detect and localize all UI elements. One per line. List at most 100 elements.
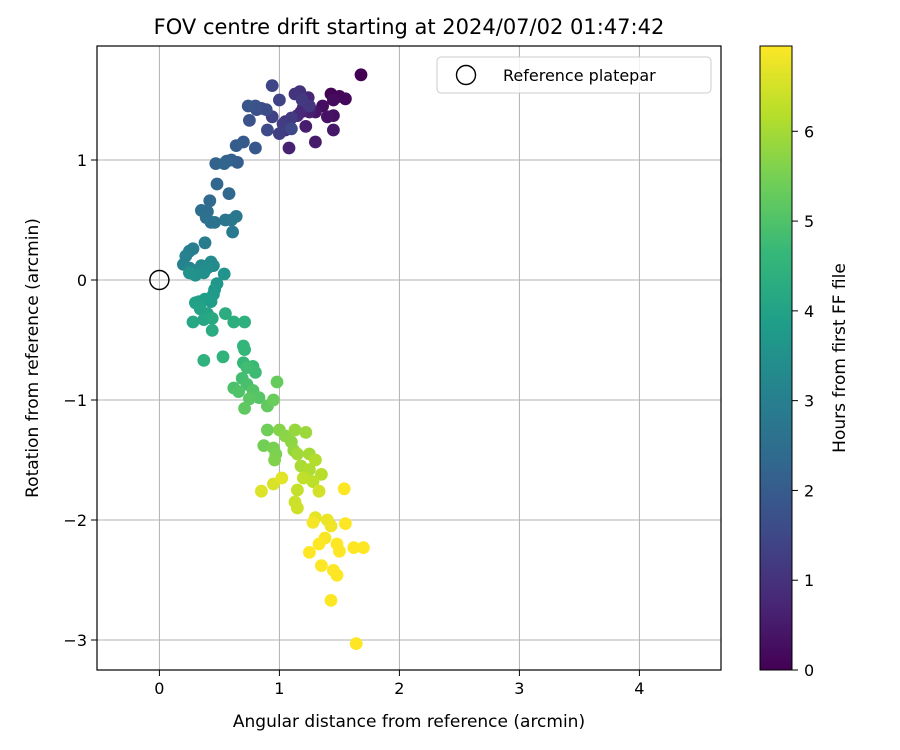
data-point <box>347 541 361 554</box>
data-point <box>252 391 266 404</box>
data-point <box>312 537 326 551</box>
data-point <box>268 453 281 467</box>
data-point <box>303 546 316 559</box>
data-point <box>324 519 338 533</box>
data-point <box>226 225 240 239</box>
data-point <box>261 123 274 137</box>
legend-marker-icon <box>455 64 477 86</box>
data-point <box>291 483 304 497</box>
data-point <box>339 92 352 106</box>
data-point <box>285 122 298 136</box>
data-point <box>327 123 340 137</box>
x-tick-label: 2 <box>394 679 404 698</box>
data-point <box>309 453 322 467</box>
colorbar-ticks: 0 1 2 3 4 5 6 <box>792 122 814 680</box>
x-tick-label: 4 <box>634 679 644 698</box>
data-point <box>265 79 279 92</box>
x-tick-label: 0 <box>154 679 164 698</box>
data-point <box>291 447 304 461</box>
data-point <box>232 385 246 398</box>
data-point <box>333 544 346 558</box>
data-point <box>238 402 252 415</box>
data-point <box>270 375 284 389</box>
data-point <box>198 236 212 250</box>
data-point <box>282 141 296 155</box>
data-point <box>324 594 338 607</box>
data-point <box>222 187 236 201</box>
y-tick-label: 0 <box>77 271 87 290</box>
data-point <box>339 517 352 530</box>
data-point <box>309 135 322 149</box>
data-point <box>273 127 286 140</box>
x-axis-ticks: 0 1 2 3 4 <box>154 670 644 698</box>
colorbar-tick-label: 2 <box>804 481 814 500</box>
data-point <box>267 393 280 407</box>
data-point <box>299 426 313 439</box>
data-point <box>208 216 222 229</box>
y-tick-label: −3 <box>63 631 87 650</box>
data-point <box>217 267 231 281</box>
data-point <box>255 484 268 498</box>
data-point <box>249 141 262 155</box>
x-tick-label: 3 <box>514 679 524 698</box>
data-point <box>210 177 224 191</box>
data-point <box>273 93 286 107</box>
data-point <box>330 568 344 582</box>
colorbar-tick-label: 6 <box>804 122 814 141</box>
data-point <box>197 354 211 367</box>
y-axis-ticks: 1 0 −1 −2 −3 <box>63 151 97 650</box>
y-tick-label: −1 <box>63 391 87 410</box>
data-point <box>238 343 252 356</box>
reference-marker-group <box>149 269 170 291</box>
data-point <box>306 475 320 488</box>
data-point <box>261 423 274 437</box>
legend: Reference platepar <box>436 56 712 94</box>
x-axis-label: Angular distance from reference (arcmin) <box>233 712 585 732</box>
data-point <box>186 315 200 329</box>
reference-platepar-marker <box>149 269 170 291</box>
data-point <box>259 103 273 116</box>
colorbar-tick-label: 0 <box>804 661 814 680</box>
y-tick-label: 1 <box>77 151 87 170</box>
data-point <box>243 392 256 406</box>
colorbar-tick-label: 5 <box>804 212 814 231</box>
data-point <box>238 315 252 329</box>
data-point <box>354 68 368 82</box>
data-point <box>315 559 328 572</box>
data-point <box>227 315 241 329</box>
data-points <box>177 68 370 650</box>
data-point <box>203 194 217 208</box>
chart-title: FOV centre drift starting at 2024/07/02 … <box>154 15 665 39</box>
data-point <box>241 99 255 113</box>
data-point <box>312 484 326 498</box>
x-tick-label: 1 <box>274 679 284 698</box>
data-point <box>229 210 243 223</box>
colorbar-gradient <box>759 45 793 671</box>
data-point <box>306 516 320 529</box>
colorbar-tick-label: 3 <box>804 392 814 411</box>
data-point <box>229 139 243 153</box>
data-point <box>321 110 334 124</box>
y-tick-label: −2 <box>63 511 87 530</box>
colorbar: 0 1 2 3 4 5 6 Hours from first FF file <box>759 45 850 680</box>
data-point <box>183 266 196 280</box>
data-point <box>288 423 302 437</box>
legend-box <box>436 56 712 94</box>
colorbar-tick-label: 4 <box>804 302 814 321</box>
data-point <box>257 439 271 452</box>
data-point <box>297 471 310 485</box>
data-point <box>217 157 231 171</box>
data-point <box>357 541 370 554</box>
grid-lines <box>97 46 721 670</box>
y-axis-label: Rotation from reference (arcmin) <box>23 218 43 498</box>
data-point <box>315 468 328 481</box>
data-point <box>299 120 313 133</box>
plot-frame <box>96 45 722 671</box>
data-point <box>291 501 304 515</box>
data-point <box>205 324 219 337</box>
data-point <box>216 350 230 364</box>
data-point <box>219 307 232 320</box>
data-point <box>205 312 219 325</box>
data-point <box>240 361 254 374</box>
